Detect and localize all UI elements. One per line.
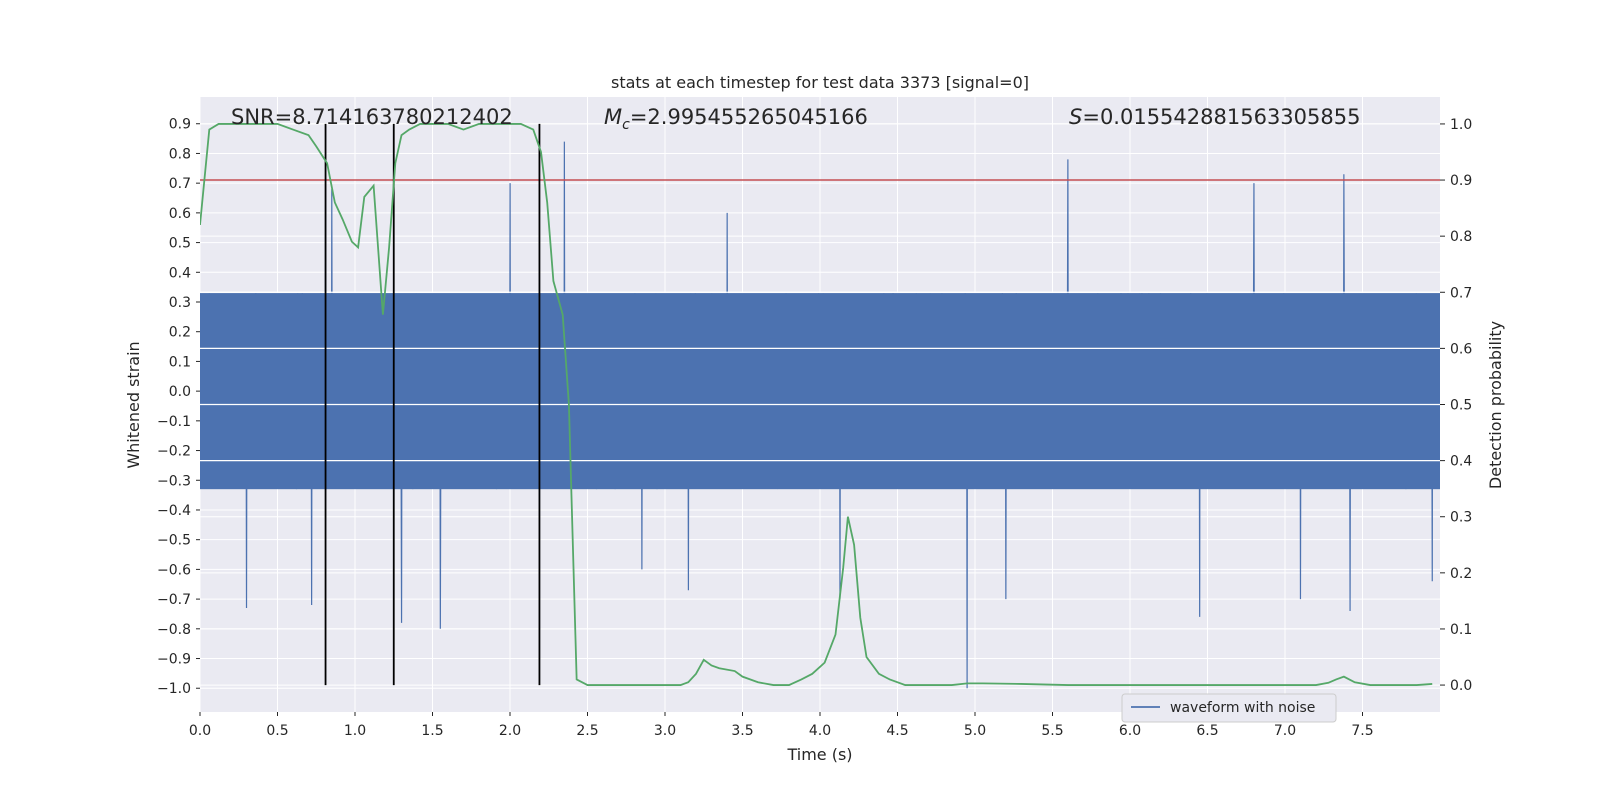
y-tick-label: −0.2 xyxy=(157,444,191,460)
snr-annotation: SNR=8.714163780212402 xyxy=(231,105,513,129)
y2-tick-label: 0.8 xyxy=(1450,229,1472,245)
y-axis-ticks: 0.9 0.8 0.7 0.6 0.5 0.4 0.3 0.2 0.1 0.0 −0.1 −0.2 −0… xyxy=(157,117,200,697)
y2-tick-label: 0.9 xyxy=(1450,173,1472,189)
mc-annotation: Mc=2.995455265045166 xyxy=(604,105,868,133)
y-tick-label: −0.3 xyxy=(157,473,191,489)
y-tick-label: −0.6 xyxy=(157,562,191,578)
y-tick-label: −0.7 xyxy=(157,592,191,608)
x-tick-label: 7.0 xyxy=(1274,723,1296,739)
y2-tick-label: 0.2 xyxy=(1450,566,1472,582)
y-tick-label: 0.5 xyxy=(169,236,191,252)
y-tick-label: 0.6 xyxy=(169,206,191,222)
y2-tick-label: 0.3 xyxy=(1450,510,1472,526)
y2-tick-label: 0.0 xyxy=(1450,678,1472,694)
vertical-markers xyxy=(324,123,541,686)
y-tick-label: −0.8 xyxy=(157,622,191,638)
x-tick-label: 2.5 xyxy=(576,723,598,739)
x-tick-label: 0.0 xyxy=(189,723,211,739)
y-tick-label: −0.1 xyxy=(157,414,191,430)
y-tick-label: 0.0 xyxy=(169,384,191,400)
legend: waveform with noise xyxy=(1121,693,1337,723)
probability-line xyxy=(200,123,1433,686)
x-axis-ticks: 0.0 0.5 1.0 1.5 2.0 2.5 3.0 3.5 4.0 4.5 5.0 5.5 6.0 6… xyxy=(189,712,1374,739)
y-tick-label: 0.2 xyxy=(169,325,191,341)
x-axis-title: Time (s) xyxy=(786,745,852,764)
y-tick-label: −0.9 xyxy=(157,652,191,668)
y-tick-label: 0.3 xyxy=(169,295,191,311)
y2-tick-label: 0.6 xyxy=(1450,341,1472,357)
x-tick-label: 3.0 xyxy=(654,723,676,739)
probability-series xyxy=(200,123,1433,686)
chart-title: stats at each timestep for test data 337… xyxy=(611,73,1029,92)
x-tick-label: 5.5 xyxy=(1041,723,1063,739)
x-tick-label: 4.5 xyxy=(886,723,908,739)
y-tick-label: −0.4 xyxy=(157,503,191,519)
x-tick-label: 4.0 xyxy=(809,723,831,739)
y2-axis-ticks: 1.0 0.9 0.8 0.7 0.6 0.5 0.4 0.3 0.2 0.1 0.0 xyxy=(1440,117,1472,694)
waveform-core-band xyxy=(200,293,1440,490)
y2-axis-title: Detection probability xyxy=(1486,321,1505,489)
x-tick-label: 1.0 xyxy=(344,723,366,739)
x-tick-label: 6.5 xyxy=(1196,723,1218,739)
y2-tick-label: 0.1 xyxy=(1450,622,1472,638)
y-tick-label: −0.5 xyxy=(157,533,191,549)
y-tick-label: −1.0 xyxy=(157,681,191,697)
x-tick-label: 6.0 xyxy=(1119,723,1141,739)
legend-box xyxy=(1121,693,1337,723)
x-tick-label: 7.5 xyxy=(1351,723,1373,739)
s-annotation: S=0.015542881563305855 xyxy=(1069,105,1360,129)
y-tick-label: 0.4 xyxy=(169,265,191,281)
x-tick-label: 2.0 xyxy=(499,723,521,739)
strain-series xyxy=(200,141,1440,689)
x-tick-label: 3.5 xyxy=(731,723,753,739)
y2-tick-label: 0.4 xyxy=(1450,454,1472,470)
y2-tick-label: 1.0 xyxy=(1450,117,1472,133)
y-tick-label: 0.7 xyxy=(169,176,191,192)
x-tick-label: 5.0 xyxy=(964,723,986,739)
y2-tick-label: 0.7 xyxy=(1450,285,1472,301)
y-axis-title: Whitened strain xyxy=(124,341,143,468)
y-tick-label: 0.9 xyxy=(169,117,191,133)
x-tick-label: 0.5 xyxy=(266,723,288,739)
x-tick-label: 1.5 xyxy=(421,723,443,739)
y-tick-label: 0.8 xyxy=(169,146,191,162)
y-tick-label: 0.1 xyxy=(169,354,191,370)
y2-tick-label: 0.5 xyxy=(1450,398,1472,414)
legend-entry: waveform with noise xyxy=(1170,700,1315,716)
